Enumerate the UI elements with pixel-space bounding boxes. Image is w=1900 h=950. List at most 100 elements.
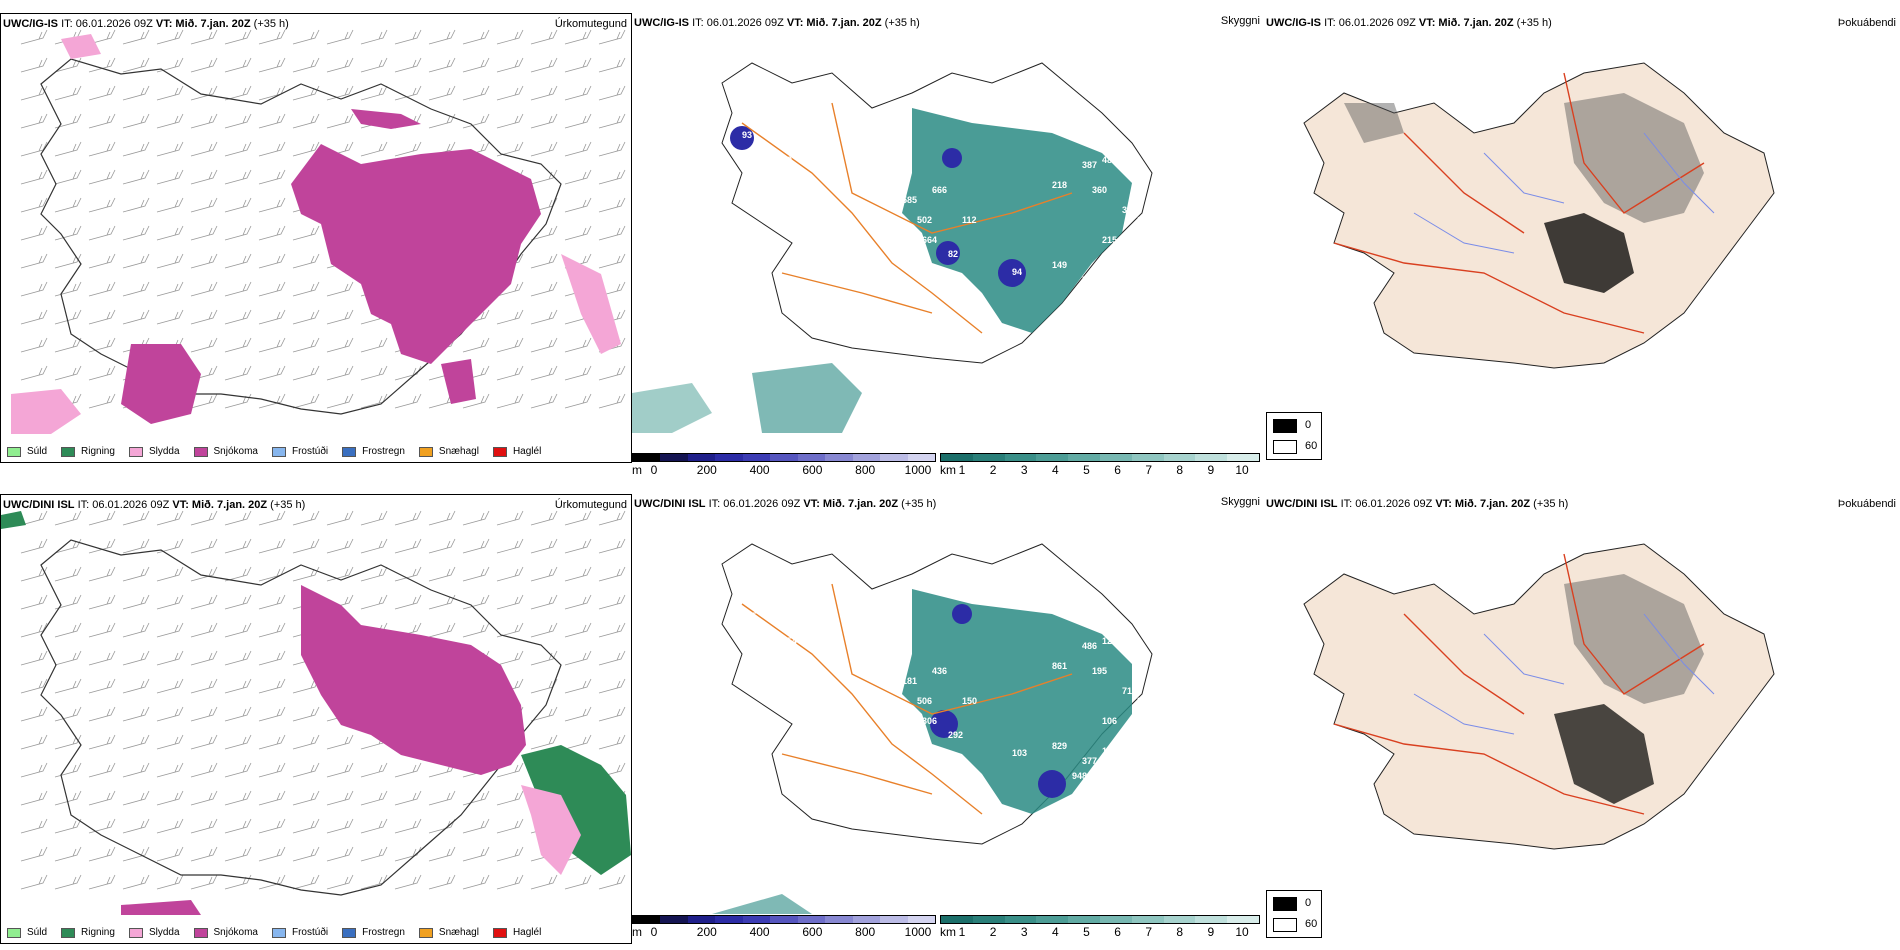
wind-barb <box>20 113 48 129</box>
scale-bin <box>797 916 826 923</box>
legend-item: Snæhagl <box>418 446 479 457</box>
wind-barb <box>496 622 524 638</box>
wind-barb <box>428 790 456 806</box>
wind-barb <box>224 29 252 45</box>
visibility-value: 181 <box>902 676 917 686</box>
wind-barb <box>598 225 626 241</box>
fog-gray-patch <box>1344 103 1404 143</box>
scale-tick: 10 <box>1235 463 1249 477</box>
visibility-value: 127 <box>732 631 747 641</box>
wind-barb <box>496 113 524 129</box>
scale-tick: 1 <box>958 463 966 477</box>
wind-barb <box>394 85 422 101</box>
fog-gray-patch <box>1564 93 1704 223</box>
wind-barb <box>598 678 626 694</box>
precip-panel-bottom: UWC/DINI ISL IT: 06.01.2026 09Z VT: Mið.… <box>0 494 632 944</box>
wind-barb <box>292 57 320 73</box>
scale-tick: 10 <box>1235 925 1249 939</box>
scale-strip <box>940 453 1260 462</box>
wind-barb <box>564 85 592 101</box>
scale-bin <box>687 454 716 461</box>
visibility-value: 288 <box>1082 305 1097 315</box>
visibility-value: 486 <box>1082 641 1097 651</box>
legend-swatch <box>193 927 208 938</box>
wind-barb <box>190 818 218 834</box>
wind-barb <box>190 169 218 185</box>
low-vis-spot <box>1038 770 1066 798</box>
scale-unit: m <box>632 463 642 477</box>
wind-barb <box>54 650 82 666</box>
wind-barb <box>20 622 48 638</box>
land <box>1303 543 1775 850</box>
wind-barb <box>292 393 320 409</box>
legend-swatch <box>271 446 286 457</box>
scale-bin <box>1036 916 1069 923</box>
wind-barb <box>156 790 184 806</box>
wind-barb <box>258 281 286 297</box>
wind-barb <box>496 337 524 353</box>
scale-bin <box>1195 454 1228 461</box>
wind-barb <box>190 622 218 638</box>
legend-item: Slydda <box>128 446 180 457</box>
low-vis-spot <box>930 710 958 738</box>
wind-barb <box>564 538 592 554</box>
legend-swatch <box>128 446 143 457</box>
wind-barb <box>258 706 286 722</box>
wind-barb <box>292 141 320 157</box>
panel-type-label: Skyggni <box>1220 496 1260 508</box>
visibility-value: 81 <box>792 195 802 205</box>
low-vis-spot <box>936 241 960 265</box>
wind-barb <box>54 141 82 157</box>
wind-barb <box>326 365 354 381</box>
wind-barb <box>122 650 150 666</box>
wind-barb <box>326 846 354 862</box>
visibility-value: 209 <box>1132 726 1147 736</box>
wind-barb <box>122 113 150 129</box>
visibility-value: 334 <box>1122 205 1137 215</box>
visibility-value: 105 <box>742 661 757 671</box>
fog-map <box>1303 62 1775 369</box>
wind-barb <box>156 253 184 269</box>
wind-barb <box>54 678 82 694</box>
wind-barb <box>598 594 626 610</box>
wind-barb <box>598 29 626 45</box>
scale-tick: 5 <box>1083 463 1090 477</box>
scale-tick: 0 <box>650 463 658 477</box>
wind-barb <box>156 650 184 666</box>
scale-tick: 7 <box>1145 463 1152 477</box>
wind-barb <box>428 113 456 129</box>
wind-barb <box>564 510 592 526</box>
wind-barb <box>598 197 626 213</box>
wind-barb <box>564 874 592 890</box>
wind-barb <box>88 113 116 129</box>
scale-tick: 6 <box>1114 463 1121 477</box>
wind-barb <box>190 734 218 750</box>
visibility-value: 387 <box>1082 160 1097 170</box>
wind-barb <box>88 57 116 73</box>
wind-barb <box>20 57 48 73</box>
wind-barb <box>88 393 116 409</box>
wind-barb <box>156 197 184 213</box>
legend-item: Snjókoma <box>193 927 258 938</box>
visibility-value: 215 <box>1102 235 1117 245</box>
visibility-value: 377 <box>1132 180 1147 190</box>
legend-item: Rigning <box>61 446 115 457</box>
wind-barb <box>54 57 82 73</box>
wind-barb <box>292 225 320 241</box>
wind-barb <box>530 85 558 101</box>
low-vis-spot <box>998 259 1026 287</box>
wind-barb <box>360 141 388 157</box>
wind-barb <box>88 197 116 213</box>
wind-barb <box>54 706 82 722</box>
visibility-value: 218 <box>1052 180 1067 190</box>
wind-barb <box>156 734 184 750</box>
visibility-value: 71 <box>1122 686 1132 696</box>
wind-barb <box>224 365 252 381</box>
wind-barb <box>496 393 524 409</box>
wind-barb <box>20 197 48 213</box>
wind-barb <box>88 790 116 806</box>
wind-barb <box>224 650 252 666</box>
scale-bin <box>1195 916 1228 923</box>
visibility-value: 115 <box>1132 245 1147 255</box>
